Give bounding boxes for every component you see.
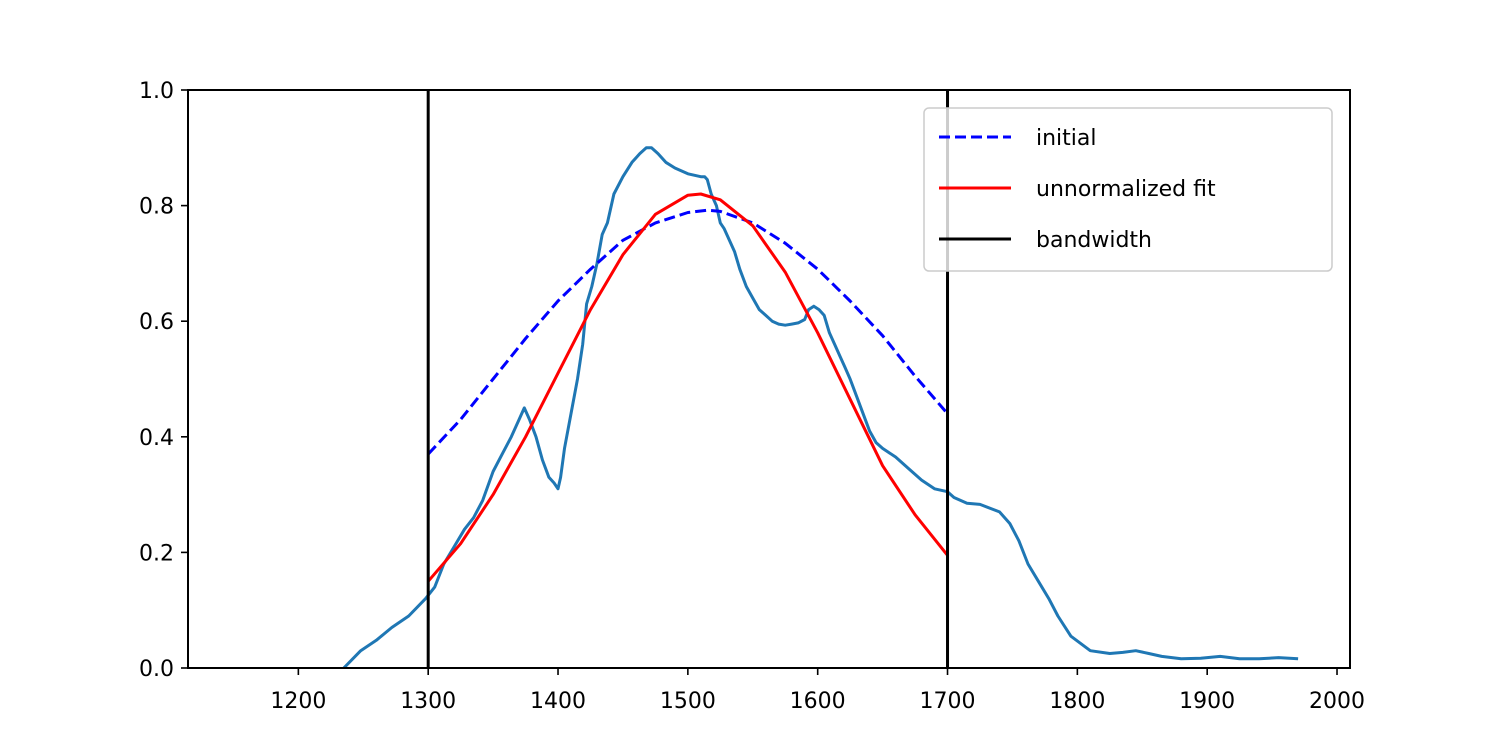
x-tick-label: 2000	[1309, 689, 1365, 714]
y-tick-label: 0.0	[139, 657, 174, 682]
legend-box	[923, 107, 1333, 272]
x-tick-label: 1900	[1179, 689, 1235, 714]
legend-label-initial: initial	[1036, 126, 1097, 151]
legend-label-unnormalized-fit: unnormalized fit	[1036, 177, 1216, 202]
x-tick-label: 1200	[270, 689, 326, 714]
x-tick-label: 1600	[790, 689, 846, 714]
unnormalized-fit-series-line	[427, 192, 949, 583]
x-tick-label: 1300	[400, 689, 456, 714]
x-tick-label: 1800	[1049, 689, 1105, 714]
plot-area	[342, 90, 1299, 668]
legend: initial unnormalized fit bandwidth	[923, 107, 1333, 272]
plot-frame	[187, 89, 1351, 669]
y-tick-label: 0.2	[139, 541, 174, 566]
plot-clip-group	[342, 90, 1299, 668]
axes: 1200 1300 1400 1500 1600 1700 1800 1900 2000 0.0 0…	[139, 79, 1365, 714]
y-tick-label: 0.6	[139, 310, 174, 335]
initial-series-line	[427, 208, 949, 456]
y-tick-label: 1.0	[139, 79, 174, 104]
y-tick-label: 0.4	[139, 426, 174, 451]
measured-series-line	[342, 146, 1299, 668]
y-tick-label: 0.8	[139, 195, 174, 220]
x-tick-label: 1500	[660, 689, 716, 714]
legend-label-bandwidth: bandwidth	[1036, 228, 1152, 253]
x-tick-label: 1400	[530, 689, 586, 714]
x-tick-label: 1700	[920, 689, 976, 714]
